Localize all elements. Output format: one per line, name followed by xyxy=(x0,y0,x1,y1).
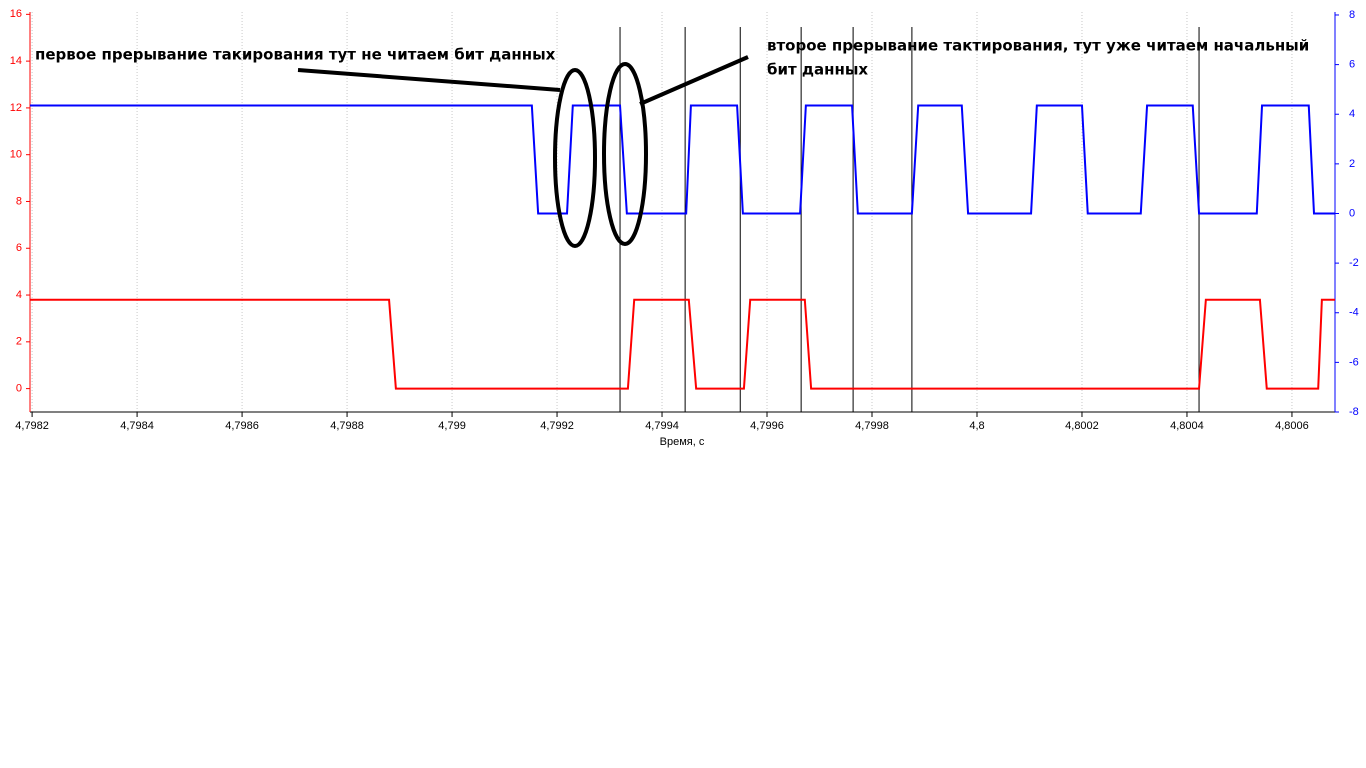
y-tick-label: 2 xyxy=(16,336,22,348)
pointer-line xyxy=(297,68,561,92)
plot-area xyxy=(30,12,1335,412)
x-tick-label: 4,7996 xyxy=(750,420,784,432)
annotation: первое прерывание такирования тут не чит… xyxy=(35,46,556,64)
series-line xyxy=(30,298,1335,390)
y2-tick-label: 4 xyxy=(1349,108,1355,120)
y-tick-label: 0 xyxy=(16,383,22,395)
pointer-line xyxy=(639,55,749,106)
y2-tick-label: 2 xyxy=(1349,158,1355,170)
x-tick-label: 4,799 xyxy=(438,420,466,432)
y-tick-label: 6 xyxy=(16,242,22,254)
y2-tick-label: 6 xyxy=(1349,59,1355,71)
y2-tick-label: -6 xyxy=(1349,356,1359,368)
y-tick-label: 8 xyxy=(16,195,22,207)
y2-tick-label: 0 xyxy=(1349,207,1355,219)
y-tick-label: 14 xyxy=(10,55,22,67)
x-tick-label: 4,7988 xyxy=(330,420,364,432)
x-tick-label: 4,7994 xyxy=(645,420,679,432)
annotation: второе прерывание тактирования, тут уже … xyxy=(767,37,1309,55)
y-tick-label: 4 xyxy=(16,289,22,301)
x-tick-label: 4,8002 xyxy=(1065,420,1099,432)
x-tick-label: 4,7992 xyxy=(540,420,574,432)
annotation: бит данных xyxy=(767,61,868,79)
x-tick-label: 4,8006 xyxy=(1275,420,1309,432)
highlight-ellipse xyxy=(602,62,648,246)
x-tick-label: 4,7998 xyxy=(855,420,889,432)
series-line xyxy=(30,104,1335,215)
x-tick-label: 4,7982 xyxy=(15,420,49,432)
x-tick-label: 4,7986 xyxy=(225,420,259,432)
y-tick-label: 10 xyxy=(10,149,22,161)
y2-tick-label: -2 xyxy=(1349,257,1359,269)
x-tick-label: 4,7984 xyxy=(120,420,154,432)
x-tick-label: 4,8004 xyxy=(1170,420,1204,432)
x-axis-label: Время, с xyxy=(660,436,705,448)
x-tick-label: 4,8 xyxy=(969,420,984,432)
highlight-ellipse xyxy=(553,68,597,248)
y-tick-label: 16 xyxy=(10,8,22,20)
y-tick-label: 12 xyxy=(10,102,22,114)
y2-tick-label: -4 xyxy=(1349,307,1359,319)
y2-tick-label: 8 xyxy=(1349,9,1355,21)
y2-tick-label: -8 xyxy=(1349,406,1359,418)
